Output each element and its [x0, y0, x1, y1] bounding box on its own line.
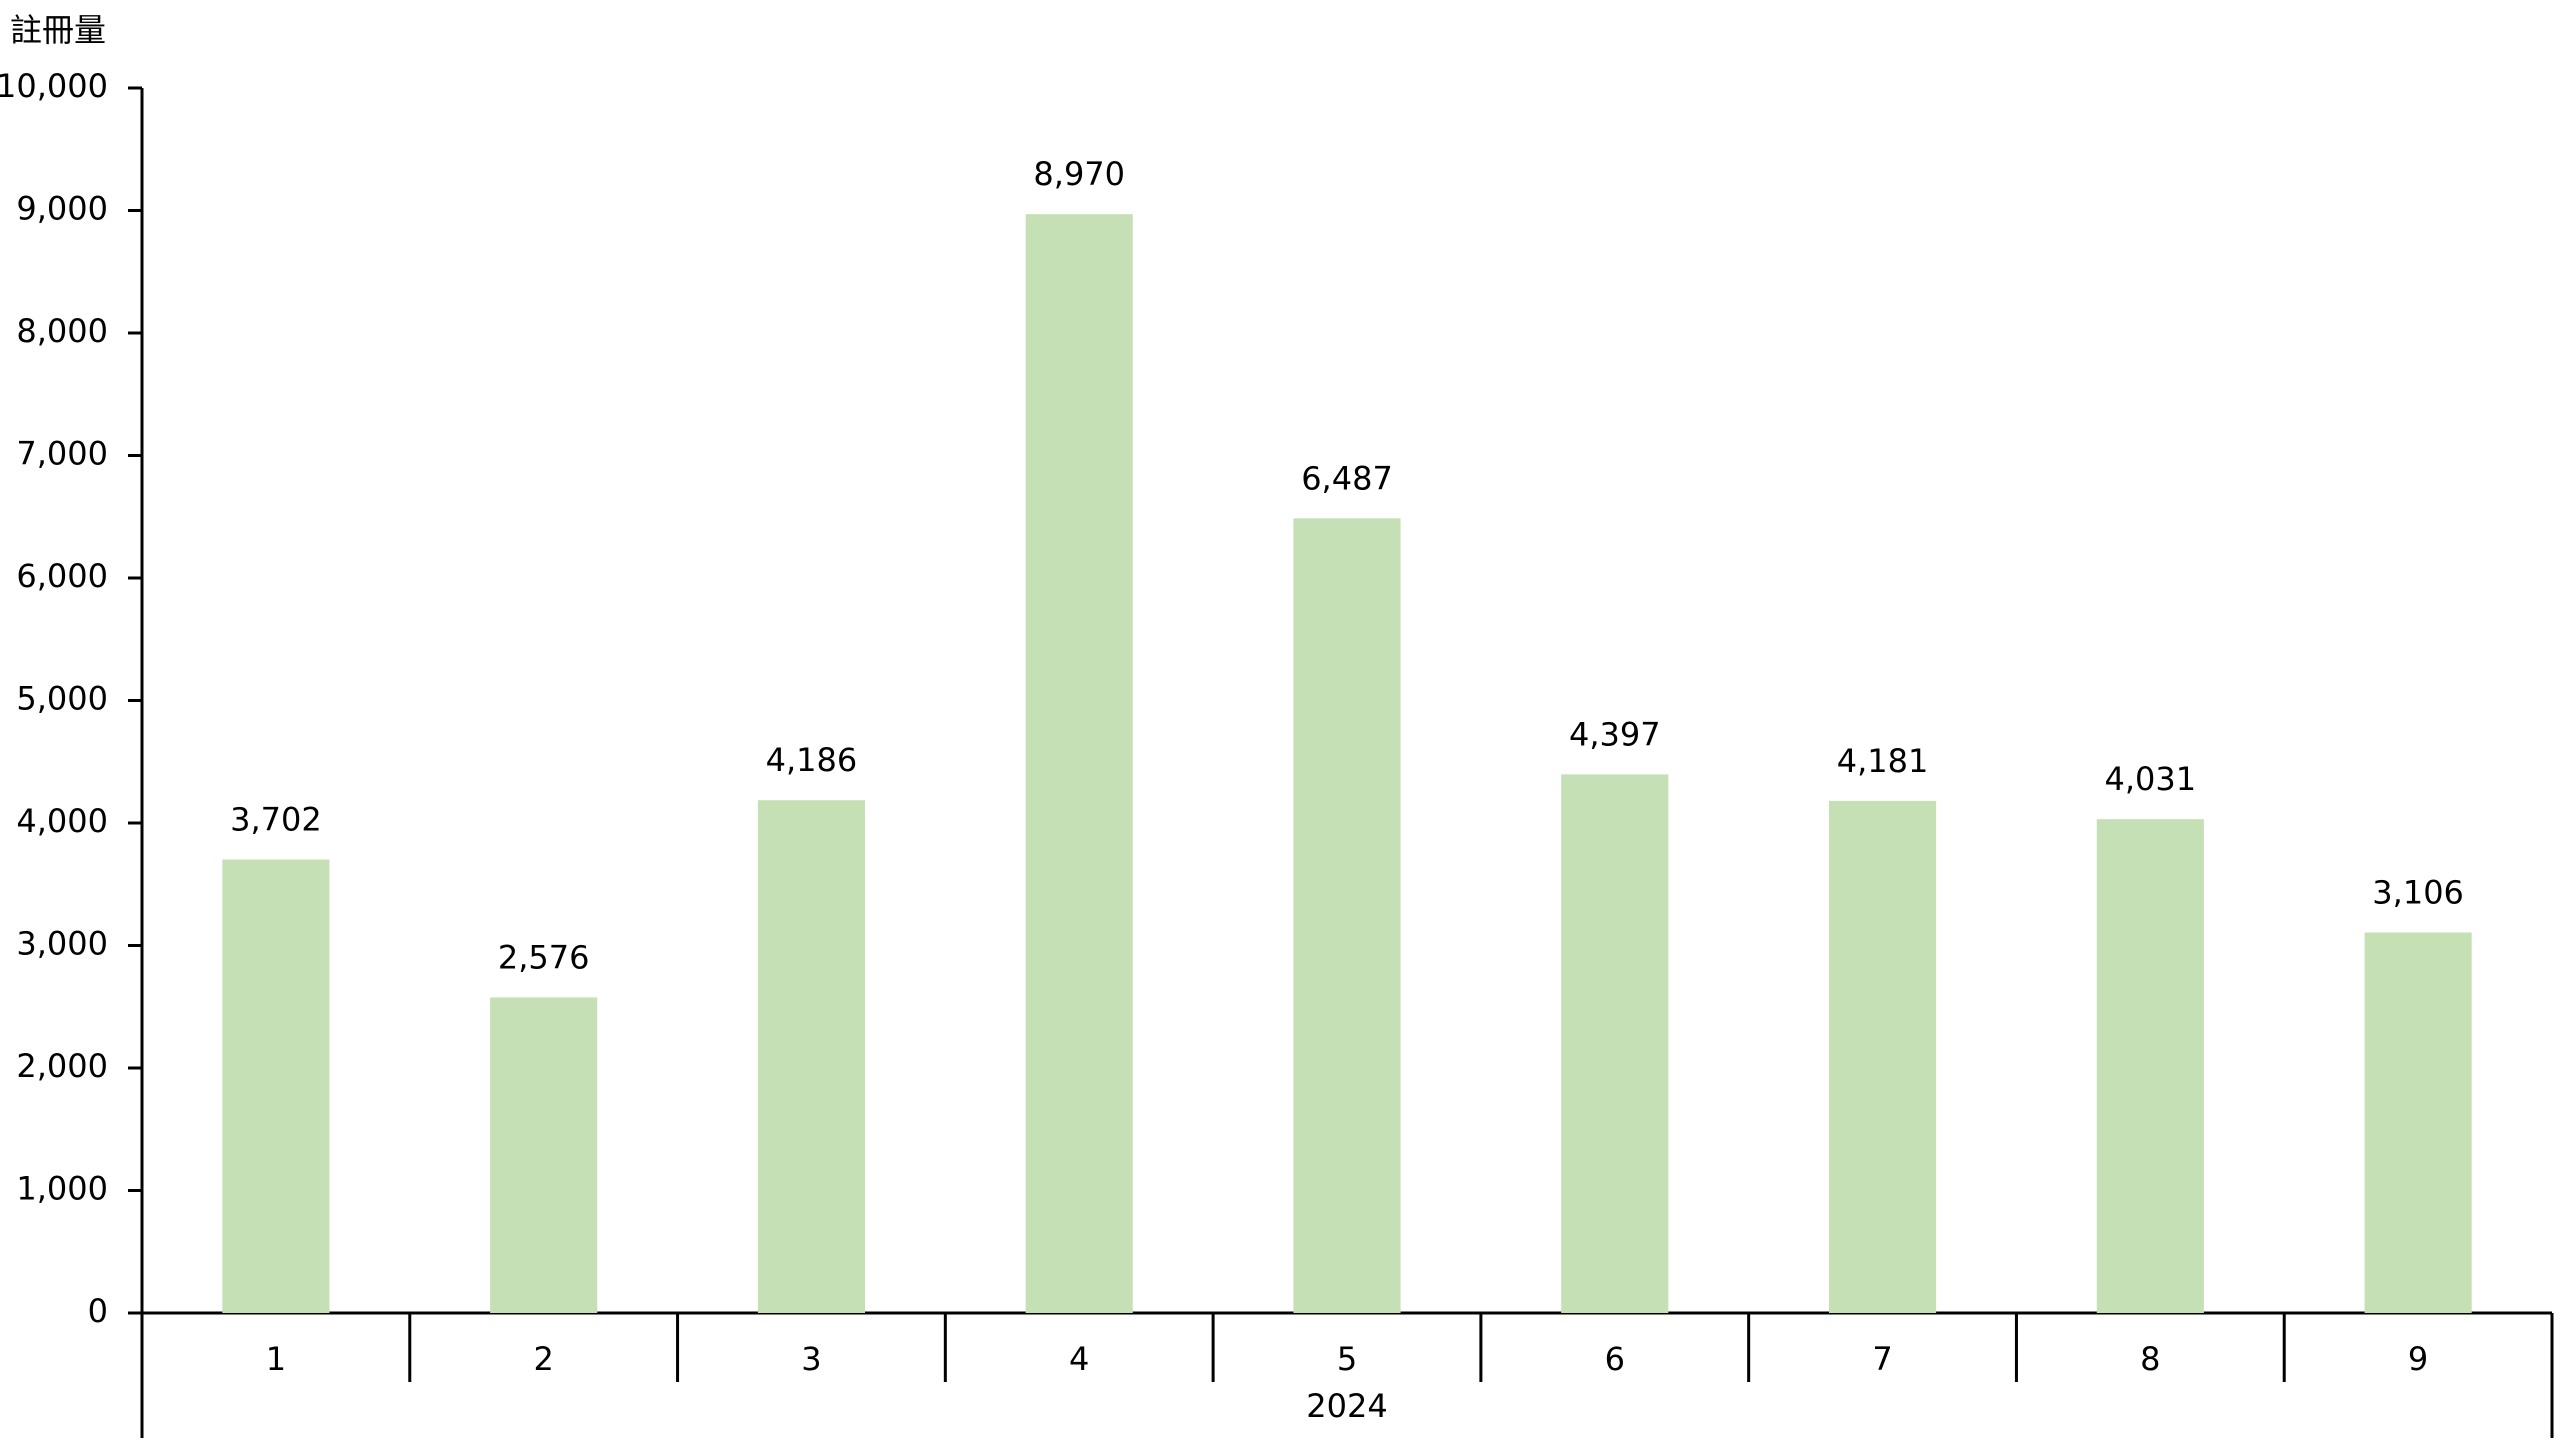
y-tick-label: 9,000 [16, 190, 108, 228]
x-tick-label: 3 [801, 1340, 821, 1378]
y-tick-label: 7,000 [16, 435, 108, 473]
y-tick-label: 0 [88, 1292, 108, 1330]
bar [1561, 774, 1669, 1313]
y-tick-label: 4,000 [16, 802, 108, 840]
bar [1829, 800, 1937, 1313]
y-tick-label: 5,000 [16, 680, 108, 718]
bar [2096, 819, 2204, 1313]
y-tick-label: 3,000 [16, 925, 108, 963]
x-tick-label: 7 [1872, 1340, 1892, 1378]
x-tick-label: 6 [1605, 1340, 1625, 1378]
y-tick-label: 10,000 [0, 67, 108, 105]
data-label: 3,702 [230, 801, 322, 839]
x-tick-label: 4 [1069, 1340, 1089, 1378]
data-label: 3,106 [2372, 874, 2464, 912]
bar [757, 800, 865, 1313]
bar [222, 859, 330, 1313]
x-tick-label: 2 [533, 1340, 553, 1378]
bar [490, 997, 598, 1313]
data-label: 4,186 [766, 741, 858, 779]
x-tick-label: 8 [2140, 1340, 2160, 1378]
y-tick-label: 1,000 [16, 1170, 108, 1208]
bar [1025, 214, 1133, 1313]
bar [2364, 932, 2472, 1313]
y-tick-label: 6,000 [16, 557, 108, 595]
data-label: 4,397 [1569, 715, 1661, 753]
y-tick-label: 2,000 [16, 1047, 108, 1085]
data-label: 8,970 [1033, 155, 1125, 193]
y-tick-label: 8,000 [16, 312, 108, 350]
x-tick-label: 1 [266, 1340, 286, 1378]
group-label: 2024 [1306, 1387, 1387, 1425]
data-label: 2,576 [498, 938, 590, 976]
x-tick-label: 5 [1337, 1340, 1357, 1378]
bar [1293, 518, 1401, 1313]
data-label: 4,181 [1837, 742, 1929, 780]
y-axis-title: 註冊量 [10, 11, 106, 49]
data-label: 4,031 [2105, 760, 2197, 798]
data-label: 6,487 [1301, 459, 1393, 497]
x-tick-label: 9 [2408, 1340, 2428, 1378]
